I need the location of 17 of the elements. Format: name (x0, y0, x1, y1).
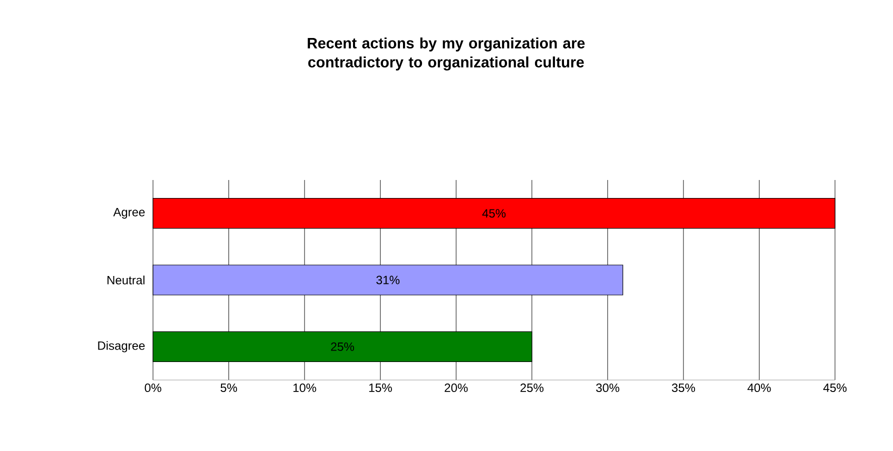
x-tick-label: 5% (220, 384, 238, 392)
x-tick-label: 25% (520, 384, 544, 392)
x-tick-label: 40% (748, 384, 771, 392)
x-tick-label: 0% (144, 384, 162, 392)
x-tick-label: 15% (369, 384, 392, 392)
x-tick-label: 45% (823, 384, 847, 392)
y-tick-label: Disagree (98, 341, 145, 352)
y-tick-label: Agree (113, 208, 145, 219)
x-tick-label: 30% (596, 384, 620, 392)
data-label: 31% (376, 276, 400, 284)
x-tick-label: 20% (444, 384, 468, 392)
y-tick-label: Neutral (108, 276, 144, 284)
x-tick-label: 10% (293, 384, 316, 392)
data-label: 45% (482, 209, 506, 218)
data-label: 25% (331, 342, 354, 351)
chart-title: Recent actions by my organization are contradictory to organizational culture (308, 37, 585, 71)
x-tick-label: 35% (672, 384, 696, 392)
